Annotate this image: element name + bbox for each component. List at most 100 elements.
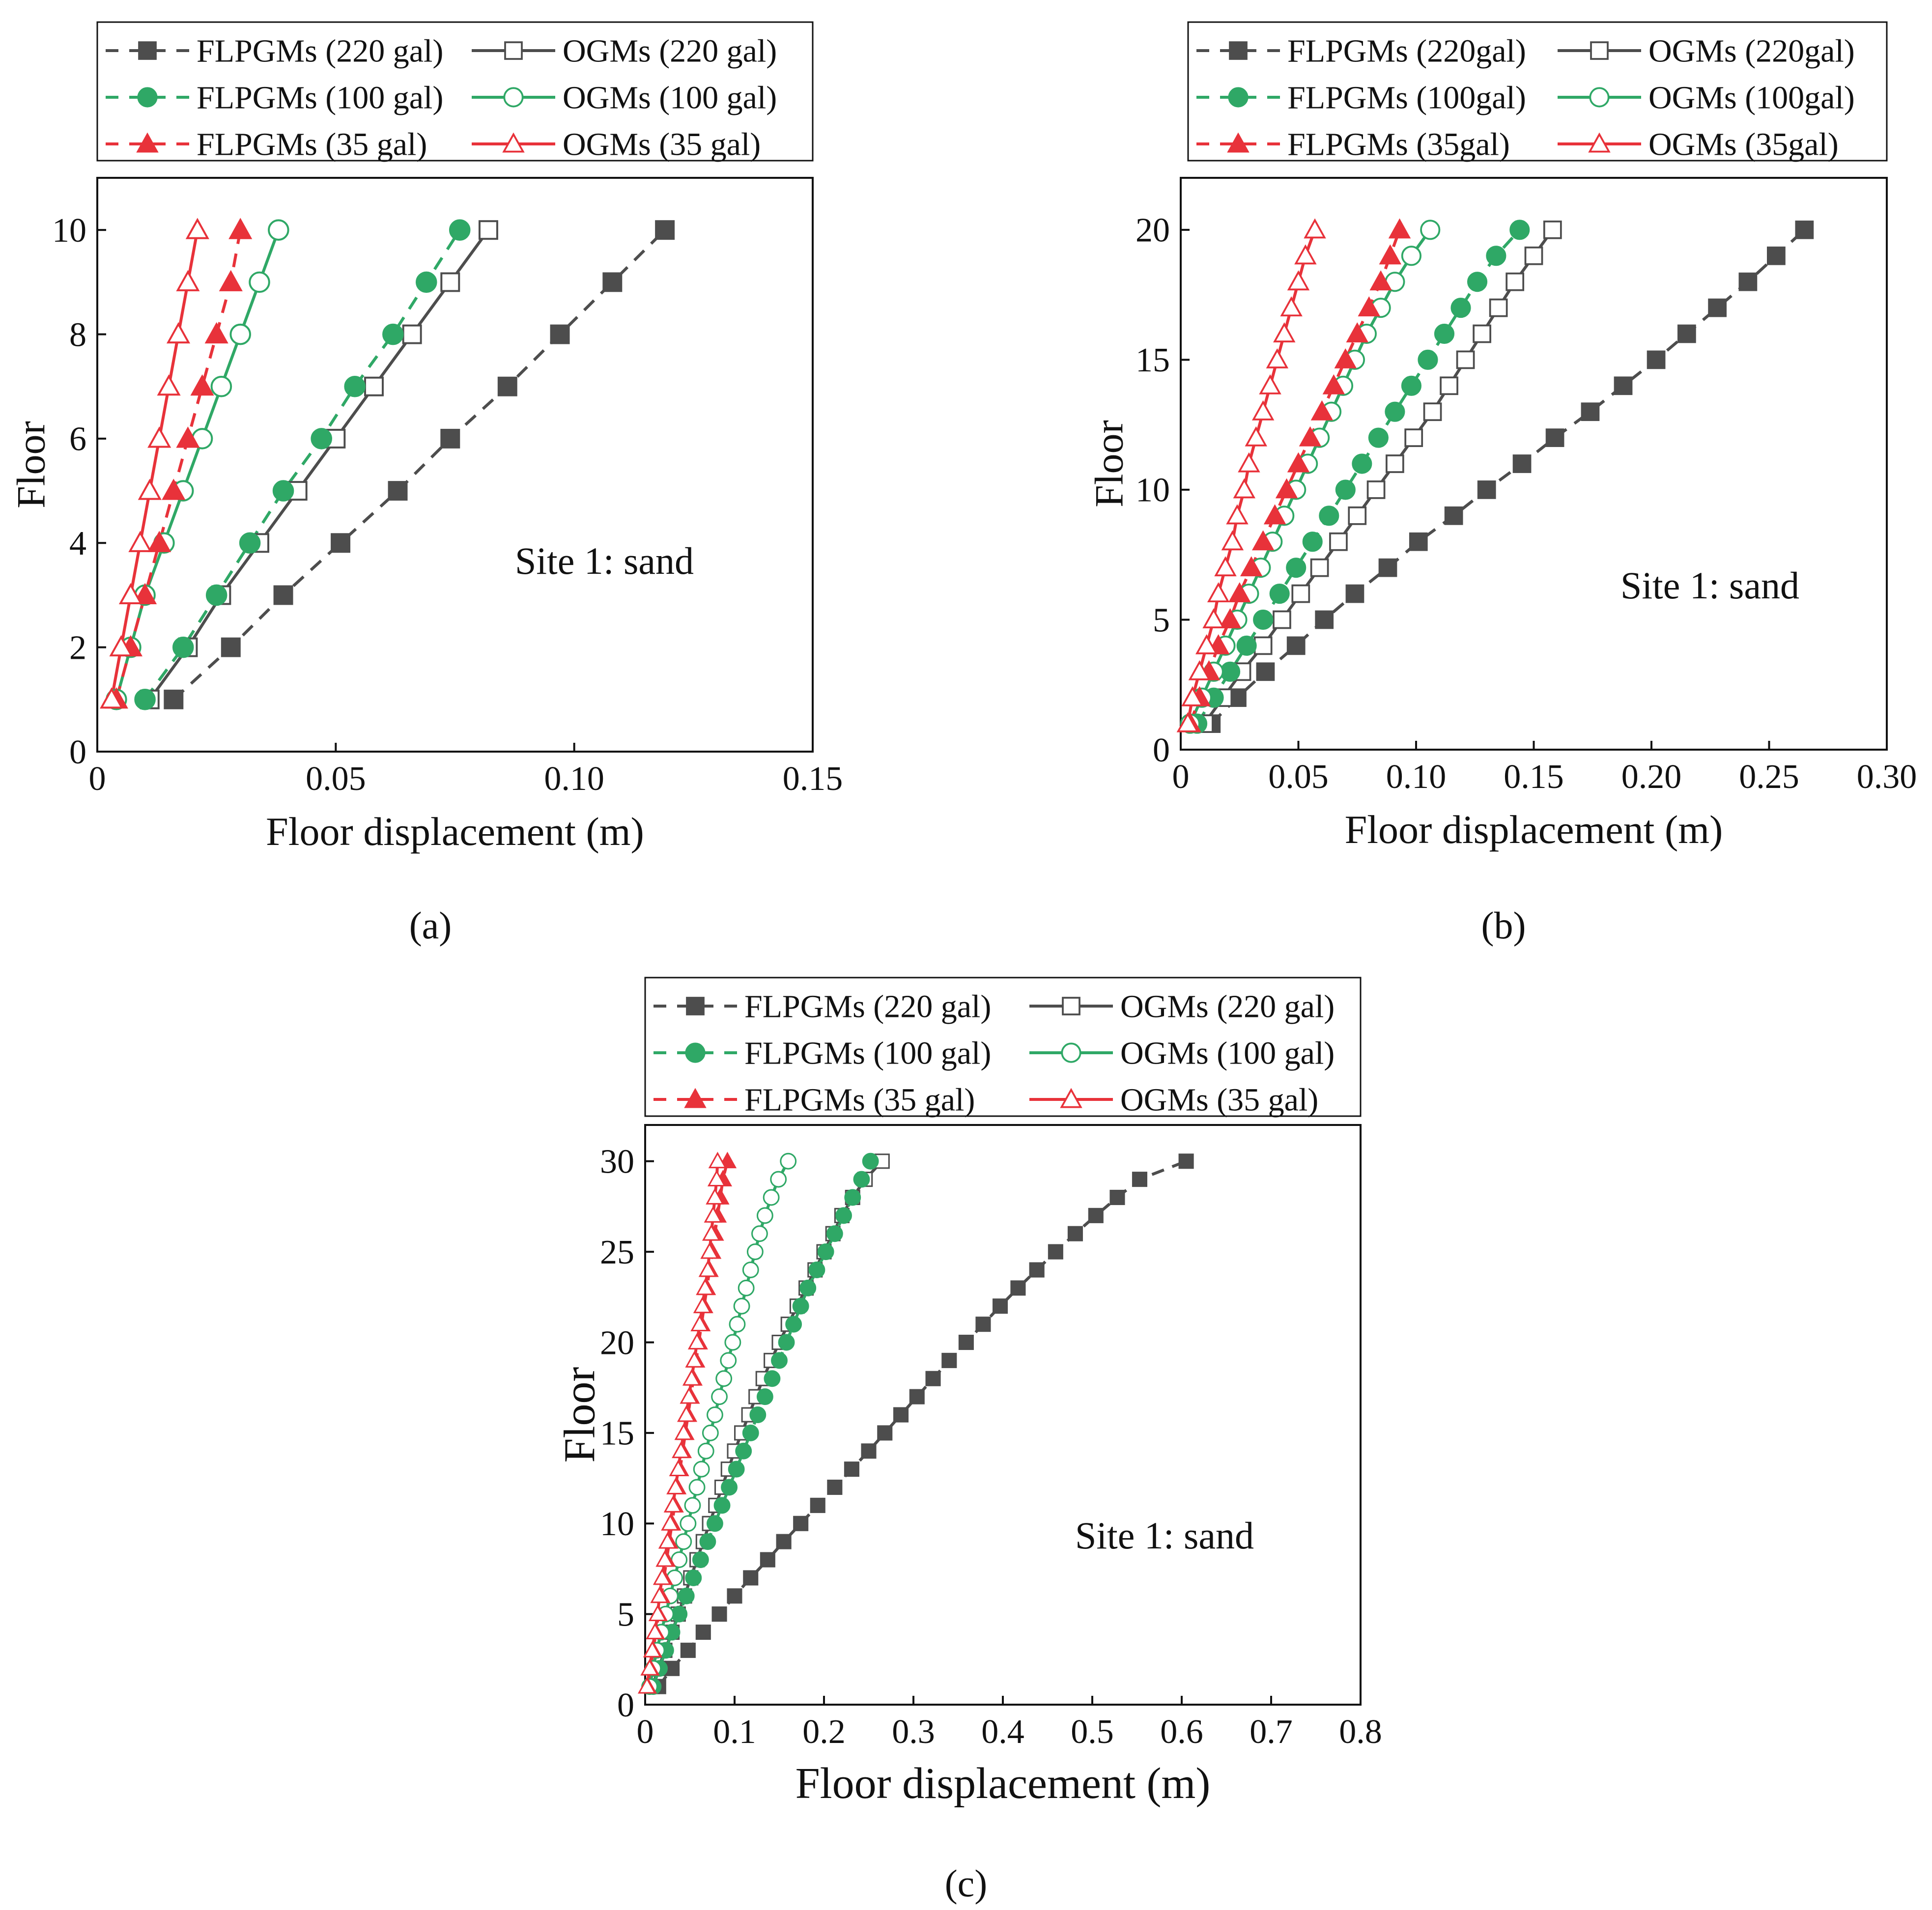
data-point — [687, 1333, 707, 1349]
site-annotation: Site 1: sand — [515, 539, 694, 582]
legend-label: OGMs (220 gal) — [563, 33, 777, 69]
legend-marker — [502, 132, 525, 153]
data-point — [1506, 272, 1525, 291]
data-point — [688, 1479, 706, 1496]
x-tick-label: 0.5 — [1071, 1713, 1114, 1751]
data-point — [1334, 348, 1357, 368]
x-axis-label: Floor displacement (m) — [1345, 807, 1723, 852]
data-point — [1767, 246, 1786, 265]
data-point — [669, 1460, 688, 1477]
data-point — [415, 271, 437, 293]
data-point — [1245, 426, 1268, 447]
x-axis-label: Floor displacement (m) — [266, 809, 644, 854]
data-point — [746, 1243, 764, 1261]
data-point — [440, 272, 460, 292]
data-point — [1273, 610, 1291, 629]
y-tick-label: 20 — [1136, 212, 1170, 250]
data-point — [1067, 1226, 1083, 1241]
data-point — [706, 1188, 724, 1205]
data-point — [1512, 454, 1532, 473]
data-point — [1302, 532, 1323, 552]
data-point — [827, 1479, 843, 1495]
data-point — [743, 1570, 759, 1586]
data-point — [1266, 348, 1289, 368]
x-tick-label: 0.2 — [802, 1713, 846, 1751]
data-point — [720, 1352, 737, 1369]
data-point — [707, 1406, 723, 1423]
data-point — [1329, 532, 1348, 551]
data-point — [861, 1443, 877, 1459]
data-point — [449, 219, 471, 241]
data-point — [1677, 324, 1696, 343]
data-point — [1275, 478, 1298, 499]
data-point — [646, 1623, 664, 1639]
data-point — [1409, 532, 1428, 551]
data-point — [1253, 636, 1273, 655]
data-point — [1280, 296, 1303, 317]
data-point — [1386, 454, 1404, 473]
legend-label: OGMs (100 gal) — [1120, 1035, 1335, 1071]
legend-marker — [1589, 87, 1610, 108]
data-point — [1322, 374, 1345, 394]
data-point — [844, 1461, 859, 1477]
data-point — [228, 218, 253, 239]
data-point — [147, 426, 171, 448]
data-point — [707, 1515, 723, 1532]
data-point — [711, 1606, 727, 1622]
legend-label: OGMs (35 gal) — [563, 126, 761, 162]
y-tick-label: 0 — [69, 733, 86, 771]
data-point — [1178, 1153, 1194, 1169]
data-point — [692, 1551, 709, 1568]
data-point — [1379, 244, 1402, 265]
x-axis-label: Floor displacement (m) — [796, 1759, 1211, 1808]
data-point — [1319, 506, 1339, 526]
data-point — [763, 1189, 780, 1206]
data-point — [1286, 636, 1306, 655]
legend-box — [96, 21, 814, 162]
x-tick-label: 0.1 — [713, 1713, 756, 1751]
legend-label: FLPGMs (100gal) — [1287, 80, 1526, 115]
data-point — [799, 1279, 817, 1296]
data-point — [682, 1369, 701, 1386]
data-point — [1647, 350, 1666, 369]
data-point — [219, 270, 243, 291]
legend-label: FLPGMs (220 gal) — [744, 988, 991, 1024]
data-point — [1253, 609, 1274, 630]
data-point — [677, 1405, 696, 1422]
data-point — [1509, 220, 1530, 240]
data-point — [204, 322, 228, 344]
data-point — [666, 1478, 685, 1494]
data-point — [1524, 246, 1543, 265]
legend-marker — [1228, 87, 1249, 108]
data-point — [727, 1588, 742, 1604]
series-line — [114, 229, 242, 700]
data-point — [1287, 452, 1310, 473]
data-point — [157, 374, 181, 396]
legend-label: FLPGMs (35 gal) — [197, 126, 427, 162]
legend-marker — [137, 87, 158, 108]
data-point — [708, 1152, 727, 1169]
legend-label: FLPGMs (220 gal) — [197, 33, 443, 69]
data-point — [650, 1586, 669, 1603]
data-point — [658, 1532, 677, 1549]
legend-marker — [1229, 41, 1248, 60]
data-point — [724, 1334, 741, 1351]
legend-label: FLPGMs (100 gal) — [744, 1035, 991, 1071]
data-point — [685, 1569, 702, 1586]
data-point — [128, 531, 152, 552]
data-point — [698, 1260, 717, 1277]
data-point — [1352, 453, 1372, 474]
data-point — [147, 531, 171, 552]
data-point — [1226, 504, 1249, 525]
data-point — [713, 1497, 731, 1514]
data-point — [693, 1296, 712, 1314]
y-tick-label: 20 — [600, 1324, 634, 1362]
y-tick-label: 15 — [1136, 341, 1170, 379]
data-point — [1291, 584, 1310, 603]
data-point — [648, 1604, 667, 1622]
data-point — [1420, 220, 1441, 240]
data-point — [780, 1152, 797, 1170]
data-point — [1228, 582, 1251, 603]
legend-marker — [686, 997, 705, 1015]
legend-marker — [1060, 1088, 1082, 1108]
